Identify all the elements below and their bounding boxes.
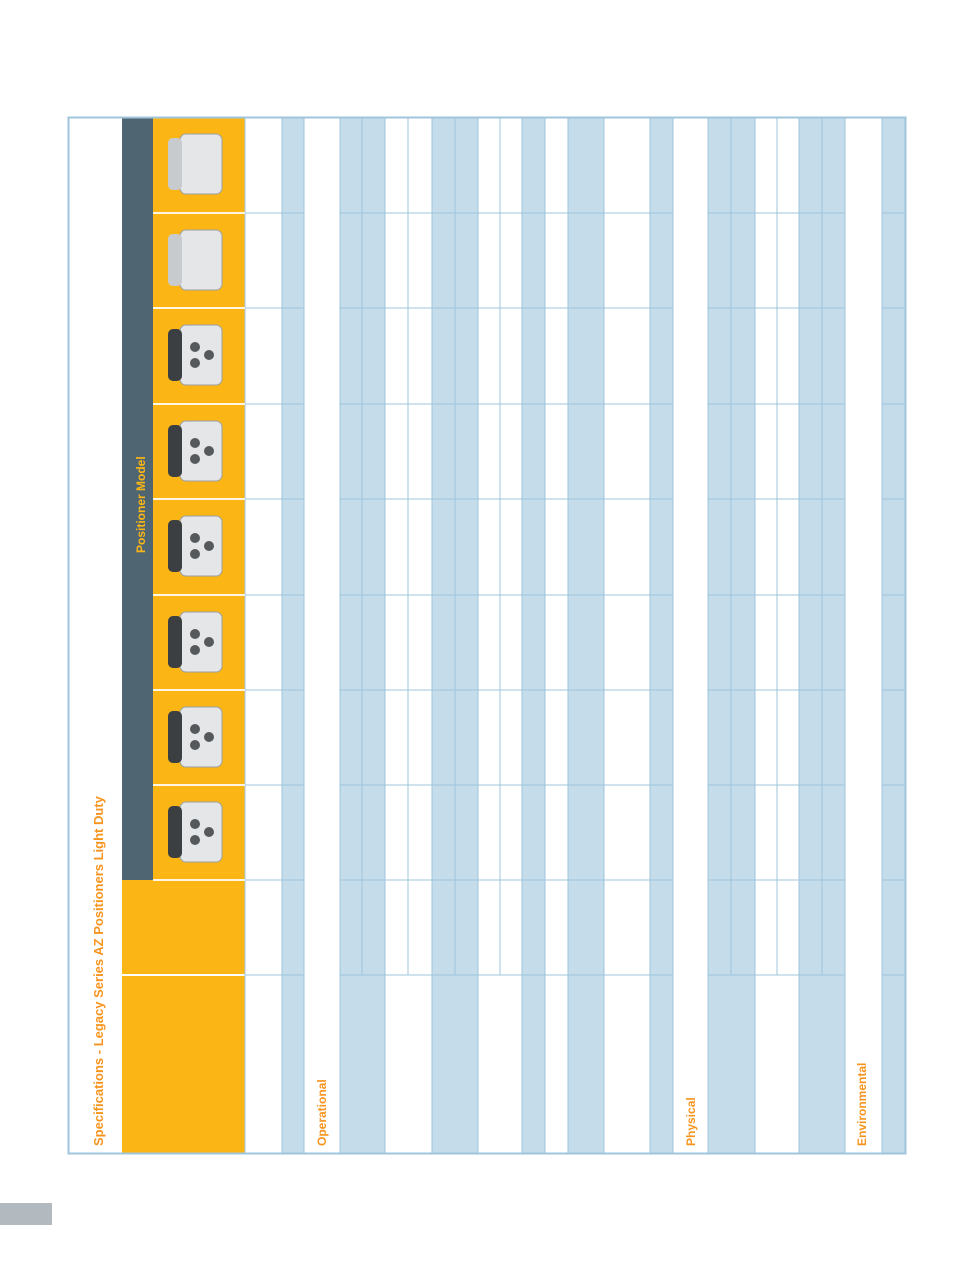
- product-port: [204, 350, 214, 360]
- product-body: [179, 324, 223, 386]
- product-ring: [168, 520, 182, 572]
- product-port: [204, 827, 214, 837]
- product-ring: [168, 711, 182, 763]
- product-ring: [168, 425, 182, 477]
- product-port: [190, 342, 200, 352]
- product-body: [179, 515, 223, 577]
- product-port: [190, 454, 200, 464]
- product-body: [179, 229, 223, 291]
- product-body: [179, 420, 223, 482]
- header-band: [122, 880, 153, 1153]
- product-port: [190, 629, 200, 639]
- product-body: [179, 801, 223, 863]
- spec-table: [67, 116, 907, 1155]
- product-port: [204, 732, 214, 742]
- row-band: [882, 117, 905, 1153]
- product-body: [179, 611, 223, 673]
- product-ring: [168, 616, 182, 668]
- product-port: [190, 740, 200, 750]
- product-port: [190, 358, 200, 368]
- product-port: [190, 533, 200, 543]
- row-band: [650, 117, 673, 1153]
- table-border: [67, 116, 907, 1155]
- product-ring: [168, 138, 182, 190]
- product-port: [190, 835, 200, 845]
- group-band: [122, 117, 153, 880]
- section-label: Environmental: [855, 1063, 869, 1146]
- product-port: [190, 438, 200, 448]
- row-band: [522, 117, 545, 1153]
- row-band: [568, 117, 604, 1153]
- product-ring: [168, 329, 182, 381]
- product-port: [204, 446, 214, 456]
- title: Specifications - Legacy Series AZ Positi…: [91, 795, 106, 1146]
- row-band: [282, 117, 304, 1153]
- page-tab: [0, 1203, 52, 1225]
- section-label: Physical: [684, 1097, 698, 1146]
- product-port: [190, 819, 200, 829]
- group-label: Positioner Model: [134, 456, 148, 553]
- product-port: [204, 637, 214, 647]
- product-ring: [168, 806, 182, 858]
- product-body: [179, 706, 223, 768]
- product-port: [190, 724, 200, 734]
- product-port: [190, 645, 200, 655]
- product-ring: [168, 234, 182, 286]
- product-port: [204, 541, 214, 551]
- section-label: Operational: [315, 1079, 329, 1146]
- product-port: [190, 549, 200, 559]
- product-body: [179, 133, 223, 195]
